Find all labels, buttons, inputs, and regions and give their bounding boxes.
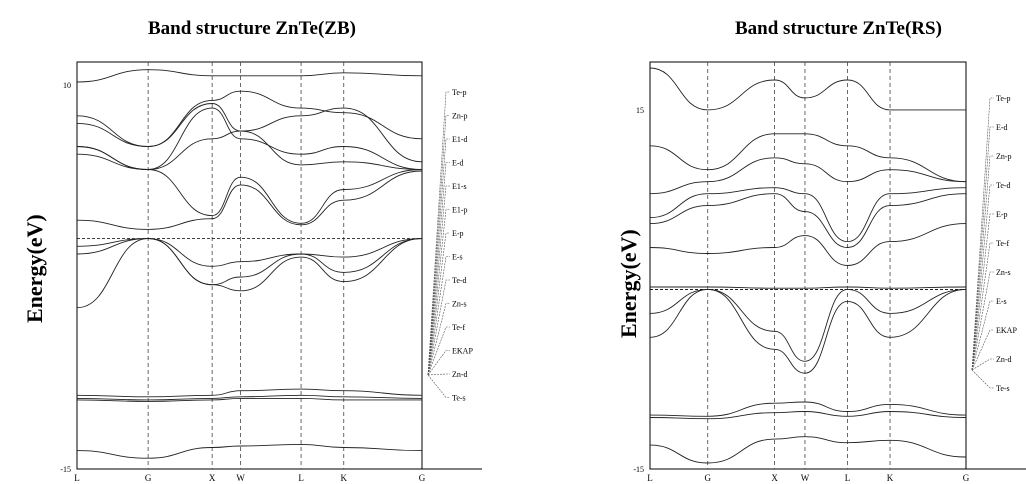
legend-label: EKAP bbox=[996, 326, 1017, 335]
legend-leader-line bbox=[427, 209, 450, 376]
band-line bbox=[76, 107, 423, 170]
legend-leader-line bbox=[427, 373, 450, 376]
legend-label: E-d bbox=[996, 123, 1008, 132]
legend-label: E-s bbox=[452, 253, 463, 262]
legend-leader-line bbox=[971, 242, 994, 371]
band-line bbox=[649, 133, 967, 183]
legend-label: Te-s bbox=[996, 384, 1010, 393]
band-line bbox=[649, 187, 967, 243]
legend-leader-line bbox=[971, 329, 994, 371]
legend-label: Te-d bbox=[452, 276, 467, 285]
band-line bbox=[650, 286, 967, 289]
chart-title-zb: Band structure ZnTe(ZB) bbox=[148, 18, 356, 39]
legend-leader-line bbox=[427, 232, 450, 376]
legend-label: Te-f bbox=[996, 239, 1010, 248]
legend-leader-line bbox=[427, 185, 450, 376]
band-line bbox=[76, 394, 423, 401]
band-line bbox=[649, 223, 967, 266]
band-line bbox=[76, 69, 423, 83]
band-line bbox=[76, 170, 423, 230]
legend-leader-line bbox=[971, 369, 994, 389]
legend-label: EKAP bbox=[452, 347, 473, 356]
legend-leader-line bbox=[971, 213, 994, 371]
y-tick-label: 10 bbox=[63, 81, 71, 90]
kpoint-label: K bbox=[887, 473, 894, 483]
legend-leader-line bbox=[427, 374, 450, 398]
band-line bbox=[76, 130, 423, 170]
legend-leader-line bbox=[427, 162, 450, 376]
legend-leader-line bbox=[971, 300, 994, 371]
kpoint-label: W bbox=[801, 473, 810, 483]
legend-leader-line bbox=[971, 126, 994, 371]
legend-leader-line bbox=[427, 256, 450, 376]
legend-label: Te-s bbox=[452, 394, 466, 403]
legend-label: Zn-p bbox=[452, 112, 468, 121]
legend-label: Te-p bbox=[452, 88, 467, 97]
legend-label: Zn-s bbox=[996, 268, 1011, 277]
legend-label: Zn-d bbox=[452, 370, 468, 379]
band-line bbox=[649, 411, 967, 420]
y-tick-label: -15 bbox=[60, 465, 71, 474]
band-line bbox=[649, 436, 967, 464]
band-line bbox=[76, 153, 423, 224]
legend-label: E1-d bbox=[452, 135, 468, 144]
legend-label: E-s bbox=[996, 297, 1007, 306]
kpoint-label: X bbox=[771, 473, 778, 483]
legend-leader-line bbox=[971, 358, 994, 371]
kpoint-label: L bbox=[74, 473, 80, 483]
legend-leader-line bbox=[971, 97, 994, 371]
kpoint-label: W bbox=[236, 473, 245, 483]
legend-leader-line bbox=[427, 326, 450, 376]
legend-leader-line bbox=[427, 91, 450, 376]
legend-label: Zn-s bbox=[452, 300, 467, 309]
kpoint-label: L bbox=[298, 473, 304, 483]
band-line bbox=[649, 401, 967, 417]
chart-title-rs: Band structure ZnTe(RS) bbox=[735, 18, 942, 39]
band-plot-rs: L G X W L K G 15 -15 Te-p E-d Zn-p Te-d E-p Te-f Zn-s E-… bbox=[633, 61, 1026, 483]
band-line bbox=[649, 288, 967, 362]
legend-leader-line bbox=[427, 303, 450, 376]
legend-leader-line bbox=[971, 271, 994, 371]
band-line bbox=[76, 397, 422, 402]
band-line bbox=[76, 388, 423, 398]
legend-label: E1-p bbox=[452, 206, 468, 215]
band-line bbox=[76, 238, 423, 309]
band-line bbox=[649, 288, 967, 374]
legend-leader-line bbox=[427, 115, 450, 376]
legend-leader-line bbox=[427, 279, 450, 376]
legend-label: Te-f bbox=[452, 323, 466, 332]
kpoint-label: L bbox=[647, 473, 653, 483]
band-line bbox=[649, 67, 966, 111]
kpoint-label: G bbox=[704, 473, 711, 483]
y-tick-label: 15 bbox=[636, 106, 644, 115]
legend-leader-line bbox=[427, 350, 450, 376]
kpoint-label: G bbox=[145, 473, 152, 483]
kpoint-label: G bbox=[963, 473, 970, 483]
legend-label: Zn-p bbox=[996, 152, 1012, 161]
legend-label: Te-d bbox=[996, 181, 1011, 190]
band-line bbox=[649, 157, 967, 195]
legend-label: Te-p bbox=[996, 94, 1011, 103]
kpoint-label: K bbox=[341, 473, 348, 483]
y-tick-label: -15 bbox=[633, 465, 644, 474]
legend-leader-line bbox=[971, 184, 994, 371]
kpoint-label: L bbox=[845, 473, 851, 483]
legend-label: Zn-d bbox=[996, 355, 1012, 364]
legend-label: E-p bbox=[996, 210, 1008, 219]
plot-frame bbox=[649, 61, 967, 470]
kpoint-label: G bbox=[419, 473, 426, 483]
band-line bbox=[649, 193, 967, 248]
kpoint-label: X bbox=[209, 473, 216, 483]
band-line bbox=[76, 238, 423, 267]
band-line bbox=[76, 443, 423, 459]
legend-label: E-d bbox=[452, 159, 464, 168]
legend-leader-line bbox=[427, 138, 450, 376]
legend-label: E-p bbox=[452, 229, 464, 238]
legend-label: E1-s bbox=[452, 182, 467, 191]
legend-leader-line bbox=[971, 155, 994, 371]
band-plot-zb: L G X W L K G 10 -15 Te-p Zn-p E1-d E-d E1-s E1-p E-p E-… bbox=[60, 61, 482, 483]
